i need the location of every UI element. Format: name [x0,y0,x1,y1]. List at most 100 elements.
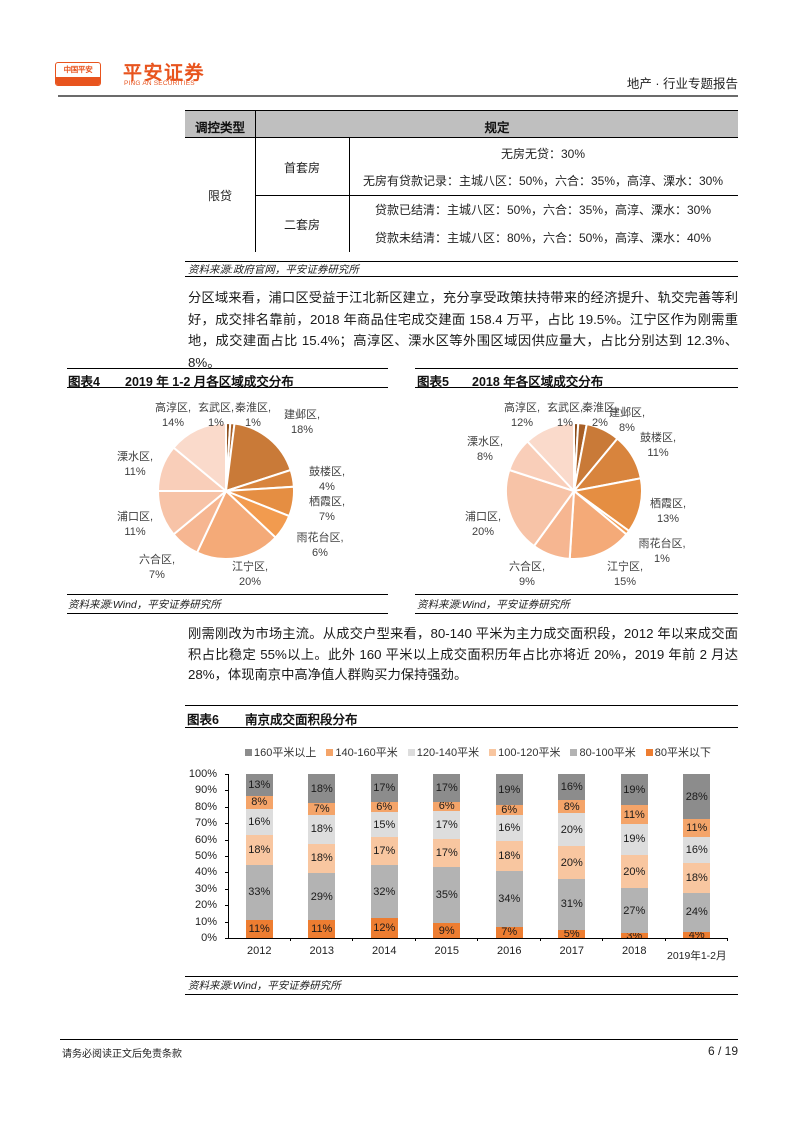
pie-label-name: 浦口区 [117,510,153,525]
bar-segment: 32% [370,865,398,919]
pie-label-value: 1 [198,416,234,431]
pie-label-value: 18 [284,423,320,438]
y-tick-label: 20% [194,899,217,912]
bar-segment: 8% [245,795,273,809]
legend-swatch [645,748,653,756]
bar-segment: 7% [308,803,336,815]
pie-label-name: 六合区 [139,553,175,568]
pie-label-value: 1 [235,416,271,431]
pie-label-value: 4 [309,480,345,495]
bar-segment: 35% [433,866,461,924]
y-tick-label: 10% [194,915,217,928]
pie-data-label: 建邺区18 [284,408,320,437]
pie-data-label: 栖霞区13 [650,497,686,526]
pie-label-name: 建邺区 [284,408,320,423]
figure-title: 南京成交面积段分布 [245,713,358,727]
table-rule-text: 贷款未结清：主城八区：80%，六合：50%，高淳、溧水：40% [374,231,712,245]
figure-title-top-rule [415,368,738,369]
pie-label-name: 鼓楼区 [309,465,345,480]
y-tick-mark [225,806,228,808]
pie-data-label: 玄武区1 [547,401,583,430]
figure-label: 图表6 [187,713,219,727]
y-tick-mark [225,790,228,792]
y-tick-label: 80% [194,800,217,813]
bar-segment: 11% [308,920,336,938]
pie-label-value: 1 [547,416,583,431]
pie-label-value: 11 [117,465,153,480]
table-row-divider [255,195,738,196]
y-tick-mark [225,888,228,890]
body-paragraph: 刚需刚改为市场主流。从成交户型来看，80-140 平米为主力成交面积段，2012… [188,626,738,683]
table-row-type: 首套房 [283,161,321,175]
bar-segment: 20% [620,855,648,889]
logo-badge-text: 中国平安 [63,65,93,74]
pie-data-label: 高淳区14 [155,401,191,430]
pie-label-name: 雨花台区 [638,537,685,552]
pie-label-value: 14 [155,416,191,431]
pie-label-value: 11 [117,525,153,540]
x-tick-label: 2016 [497,945,522,957]
bar-segment: 18% [245,835,273,866]
y-tick-mark [225,905,228,907]
bar-segment: 17% [433,811,461,839]
legend-swatch [489,748,497,756]
pie-label-value: 6 [296,546,343,561]
y-tick-mark [225,921,228,923]
y-tick-mark [225,938,228,939]
legend-item: 100-120平米 [489,744,560,760]
pie-label-name: 玄武区 [547,401,583,416]
pie-label-value: 11 [640,446,676,461]
bar-segment: 12% [370,918,398,938]
table-col-divider-1 [255,111,256,252]
figure-source-bottom-rule [67,613,388,614]
figure-source-bottom-rule [185,994,738,995]
pie-label-name: 雨花台区 [296,531,343,546]
bar-segment: 19% [620,823,648,856]
table-rule-text: 贷款已结清：主城八区：50%，六合：35%，高淳、溧水：30% [374,203,712,217]
source-bottom-rule [185,276,738,277]
figure-source-top-rule [185,976,738,977]
pie-label-name: 建邺区 [609,406,645,421]
pie-chart-2018 [505,421,644,560]
table-source: 资料来源:政府官网，平安证券研究所 [188,264,359,276]
pie-label-value: 20 [232,575,268,590]
bar-segment: 18% [308,843,336,874]
pie-label-name: 江宁区 [232,560,268,575]
bar-segment: 18% [308,814,336,844]
y-tick-label: 100% [188,768,217,780]
x-tick-mark [352,938,353,941]
pie-label-value: 20 [465,525,501,540]
source-top-rule [185,261,738,262]
x-tick-label: 2018 [622,945,647,957]
disclaimer-link[interactable]: 请务必阅读正文后免责条款 [62,1049,182,1060]
figure-title: 2018 年各区域成交分布 [472,375,604,389]
bar-segment: 6% [495,804,523,816]
pie-slice [195,489,277,560]
y-tick-mark [225,872,228,874]
bar-segment: 16% [683,837,711,864]
bar-segment: 18% [683,863,711,893]
x-tick-mark [727,938,728,941]
brand-name-en: PING AN SECURITIES [124,80,195,87]
legend-label: 160平米以上 [254,747,317,759]
table-category-cell: 限贷 [207,189,233,203]
pie-label-value: 13 [650,512,686,527]
pie-label-name: 浦口区 [465,510,501,525]
bar-segment: 11% [683,819,711,838]
bar-segment: 19% [495,774,523,806]
pie-label-name: 江宁区 [607,560,643,575]
legend-item: 160平米以上 [245,744,316,760]
x-tick-mark [477,938,478,941]
pie-label-value: 8 [609,421,645,436]
x-tick-mark [539,938,541,941]
pie-label-value: 12 [504,416,540,431]
bar-segment: 28% [683,774,711,820]
y-tick-mark [225,823,228,825]
y-tick-label: 50% [194,850,217,862]
pie-label-name: 秦淮区 [582,401,618,416]
pie-data-label: 江宁区20 [232,560,268,589]
pie-data-label: 玄武区1 [198,401,234,430]
table-row-type: 二套房 [283,218,321,232]
pie-label-value: 15 [607,575,643,590]
